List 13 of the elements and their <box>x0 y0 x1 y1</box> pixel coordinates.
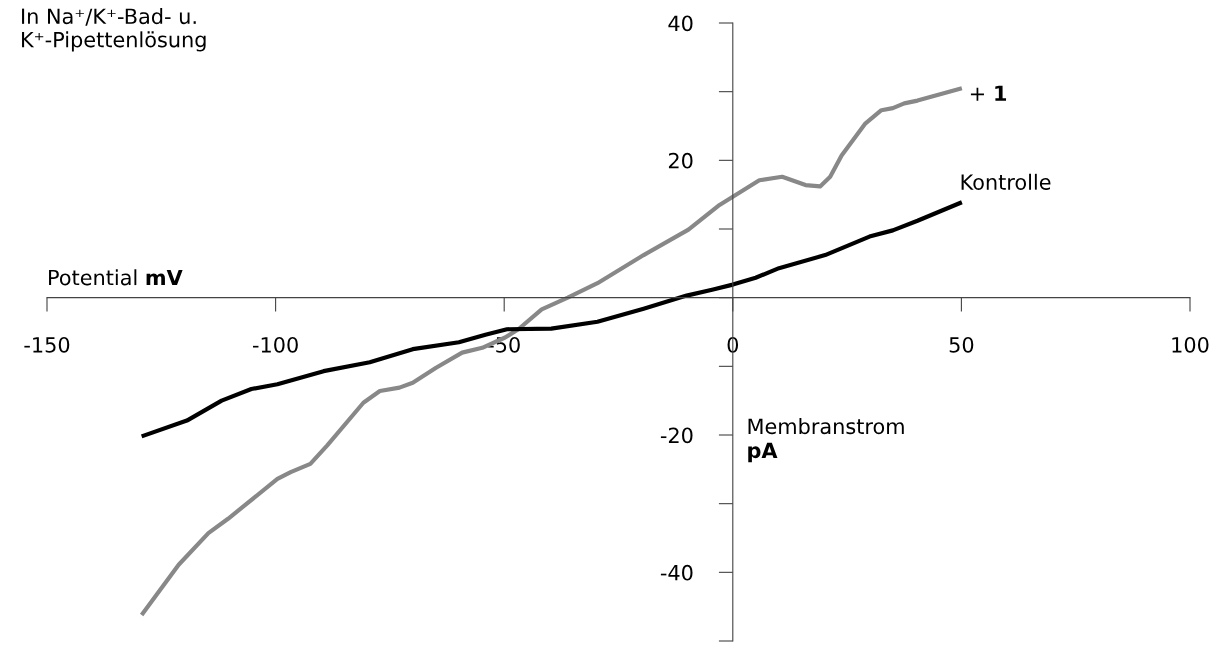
y-tick-label: 20 <box>668 152 693 169</box>
x-tick-label: -100 <box>252 336 298 353</box>
chart-title: In Na⁺/K⁺-Bad- u. K⁺-Pipettenlösung <box>22 8 206 52</box>
y-tick-label: 40 <box>668 15 693 32</box>
series-label: + 1 <box>970 85 1007 101</box>
y-tick-label: -40 <box>660 564 693 581</box>
series-label: Kontrolle <box>961 173 1051 190</box>
y-axis-title: Membranstrom pA <box>748 418 904 463</box>
x-tick-label: 100 <box>1172 336 1209 353</box>
x-axis-title: Potential mV <box>49 269 183 286</box>
x-tick-label: -150 <box>24 336 70 353</box>
x-tick-label: 50 <box>949 336 974 353</box>
y-tick-label: -20 <box>660 427 693 444</box>
